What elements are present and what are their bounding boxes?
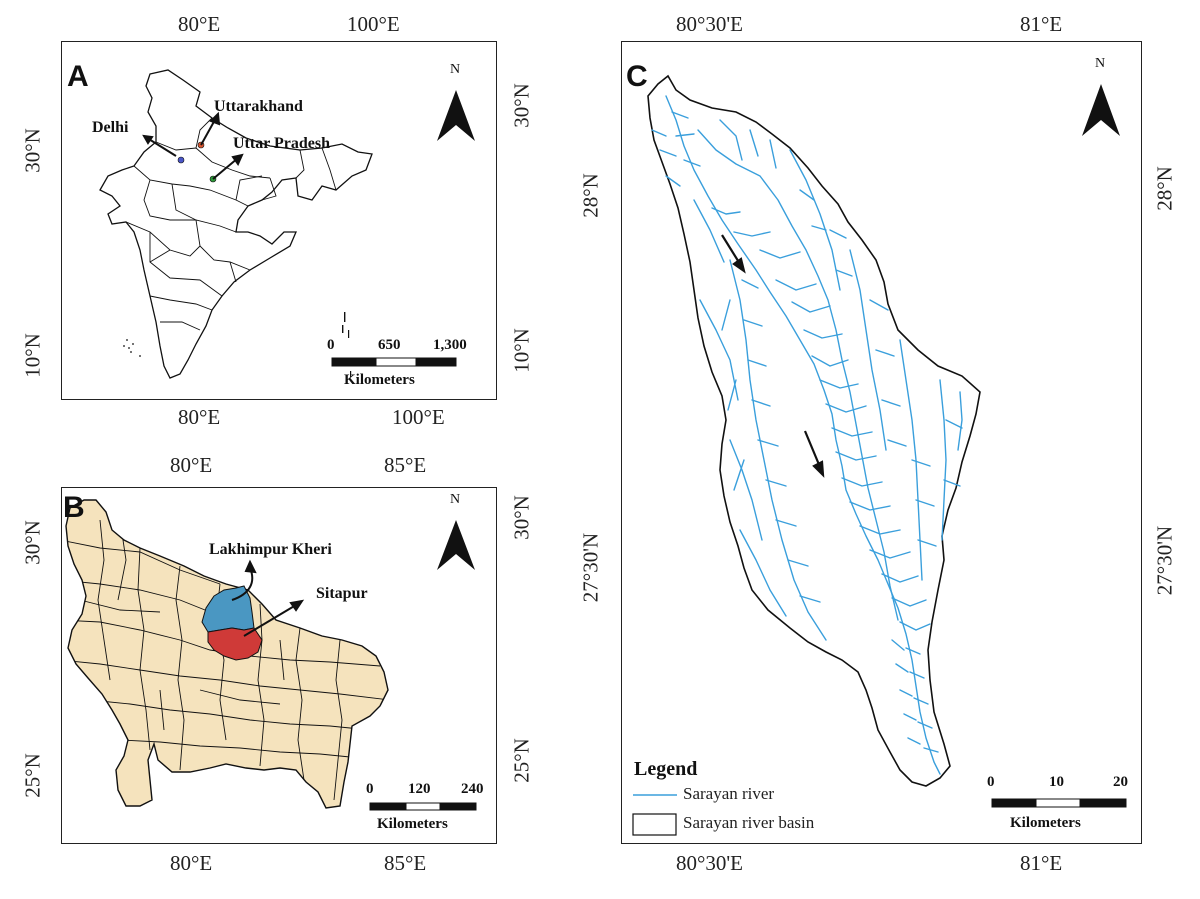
panel-a-scale-0: 0	[327, 337, 335, 353]
panel-b-top-tick-1: 80°E	[170, 453, 213, 477]
place-uttarakhand: Uttarakhand	[214, 98, 303, 115]
panel-c-scale-max: 20	[1113, 774, 1128, 790]
panel-b-scale-unit: Kilometers	[377, 816, 448, 832]
panel-b-scale-max: 240	[461, 781, 484, 797]
panel-a-north-label: N	[450, 62, 461, 77]
place-uttar-pradesh: Uttar Pradesh	[233, 135, 331, 152]
panel-b-scale-0: 0	[366, 781, 374, 797]
panel-c-north-arrow-icon	[1082, 84, 1120, 136]
panel-c-scale-mid: 10	[1049, 774, 1064, 790]
panel-b-label: B	[63, 491, 85, 524]
place-sitapur: Sitapur	[316, 585, 368, 602]
legend-item-basin: Sarayan river basin	[683, 813, 815, 832]
panel-b-bottom-tick-1: 80°E	[170, 851, 213, 875]
legend-title: Legend	[634, 758, 698, 780]
panel-a-label: A	[67, 60, 89, 93]
panel-a-scale-mid: 650	[378, 337, 401, 353]
panel-b-north-arrow-icon	[437, 520, 475, 570]
panel-a-bottom-tick-1: 80°E	[178, 405, 221, 429]
panel-c-top-tick-2: 81°E	[1020, 12, 1063, 36]
panel-a-bottom-tick-2: 100°E	[392, 405, 445, 429]
legend-basin-symbol	[632, 813, 677, 836]
panel-c-scale-unit: Kilometers	[1010, 815, 1081, 831]
panel-b-top-tick-2: 85°E	[384, 453, 427, 477]
panel-c-bottom-tick-2: 81°E	[1020, 851, 1063, 875]
panel-a-scale-max: 1,300	[433, 337, 467, 353]
sarayan-basin-outline	[647, 74, 981, 787]
panel-b-bottom-tick-2: 85°E	[384, 851, 427, 875]
delhi-marker	[177, 156, 185, 164]
panel-a-scale-unit: Kilometers	[344, 372, 415, 388]
panel-a-top-tick-2: 100°E	[347, 12, 400, 36]
panel-c-north-label: N	[1095, 56, 1106, 71]
legend-item-river: Sarayan river	[683, 784, 775, 803]
place-lakhimpur-kheri: Lakhimpur Kheri	[209, 541, 332, 558]
panel-c-bottom-tick-1: 80°30'E	[676, 851, 744, 875]
sitapur-shape	[207, 627, 263, 661]
panel-a-top-tick-1: 80°E	[178, 12, 221, 36]
sarayan-river-network	[651, 95, 963, 775]
place-delhi: Delhi	[92, 119, 129, 136]
panel-b-north-label: N	[450, 492, 461, 507]
panel-a-north-arrow-icon	[437, 90, 475, 141]
panel-b-scale-mid: 120	[408, 781, 431, 797]
panel-c-label: C	[626, 60, 648, 93]
panel-c-scale-0: 0	[987, 774, 995, 790]
panel-c-top-tick-1: 80°30'E	[676, 12, 744, 36]
